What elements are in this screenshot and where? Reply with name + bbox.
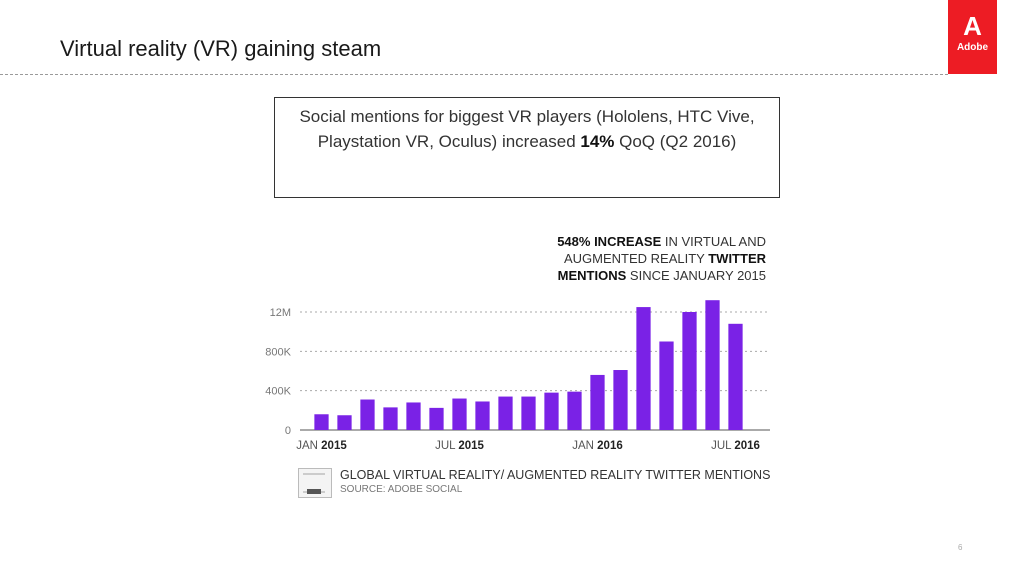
slide-title: Virtual reality (VR) gaining steam bbox=[60, 36, 382, 61]
bar-may-2016 bbox=[682, 312, 697, 430]
adobe-logo-mark: A bbox=[963, 11, 982, 41]
chart-headline: 548% increase in virtual and augmented r… bbox=[506, 233, 766, 284]
bar-feb-2016 bbox=[613, 370, 628, 430]
bar-jul-2016 bbox=[728, 323, 743, 430]
bar-jul-2015 bbox=[452, 398, 467, 430]
chart-legend: GLOBAL VIRTUAL REALITY/ AUGMENTED REALIT… bbox=[298, 468, 778, 498]
bar-feb-2015 bbox=[337, 415, 352, 430]
callout-highlight: 14% bbox=[580, 132, 615, 151]
page-number: 6 bbox=[958, 543, 963, 552]
adobe-logo-text: Adobe bbox=[956, 42, 989, 53]
bar-oct-2015 bbox=[521, 396, 536, 430]
bar-mar-2016 bbox=[636, 307, 651, 430]
bar-may-2015 bbox=[406, 402, 421, 430]
legend-source: SOURCE: ADOBE SOCIAL bbox=[340, 484, 463, 495]
x-tick-label-1: JUL 2015 bbox=[435, 440, 484, 452]
adobe-digital-insights-icon bbox=[298, 468, 332, 498]
headline-part2: in virtual and augmented reality bbox=[564, 234, 766, 266]
x-tick-label-3: JUL 2016 bbox=[711, 440, 760, 452]
x-tick-label-0: JAN 2015 bbox=[296, 440, 347, 452]
bar-jun-2015 bbox=[429, 407, 444, 430]
headline-part3: Twitter mentions bbox=[557, 251, 766, 283]
bar-mar-2015 bbox=[360, 399, 375, 430]
bar-dec-2015 bbox=[567, 391, 582, 430]
y-tick-label-0: 0 bbox=[285, 425, 291, 437]
title-divider bbox=[0, 74, 948, 75]
bar-jun-2016 bbox=[705, 300, 720, 430]
bar-sep-2015 bbox=[498, 396, 513, 430]
callout-text-after: QoQ (Q2 2016) bbox=[614, 132, 737, 151]
adobe-logo: A Adobe bbox=[948, 0, 997, 74]
bar-nov-2015 bbox=[544, 392, 559, 430]
y-tick-label-1: 400K bbox=[265, 386, 291, 398]
callout-text-before: Social mentions for biggest VR players (… bbox=[299, 107, 755, 151]
bar-aug-2015 bbox=[475, 401, 490, 430]
headline-part1: 548% increase bbox=[557, 234, 662, 249]
y-tick-label-3: 12M bbox=[270, 307, 291, 319]
legend-label: GLOBAL VIRTUAL REALITY/ AUGMENTED REALIT… bbox=[340, 468, 771, 482]
y-tick-label-2: 800K bbox=[265, 346, 291, 358]
bar-jan-2015 bbox=[314, 414, 329, 430]
callout-box: Social mentions for biggest VR players (… bbox=[274, 97, 780, 198]
bar-apr-2015 bbox=[383, 407, 398, 430]
x-tick-label-2: JAN 2016 bbox=[572, 440, 623, 452]
bar-jan-2016 bbox=[590, 374, 605, 430]
bar-apr-2016 bbox=[659, 341, 674, 430]
headline-part4: since January 2015 bbox=[626, 268, 766, 283]
